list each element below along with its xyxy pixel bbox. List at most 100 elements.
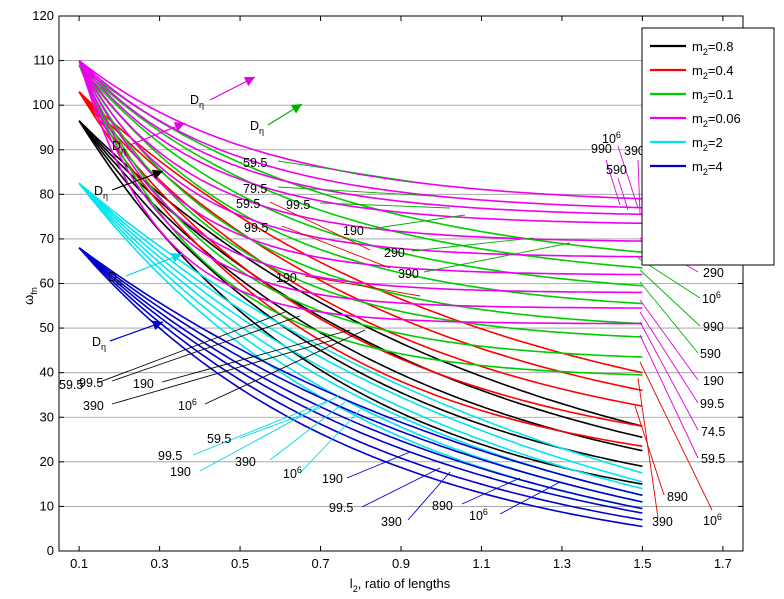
series-line-m2-4 bbox=[78, 247, 643, 528]
series-lines bbox=[78, 59, 643, 528]
annotation-green-595: 59.5 bbox=[243, 156, 267, 170]
annotation-leader bbox=[269, 401, 346, 461]
annotation-leader bbox=[319, 202, 451, 209]
annotation-cyan-390: 390 bbox=[235, 455, 256, 469]
annotation-cyan-595: 59.5 bbox=[207, 432, 231, 446]
annotation-magenta-590: 590 bbox=[606, 163, 627, 177]
annotation-red-595: 59.5 bbox=[236, 197, 260, 211]
annotation-leader bbox=[192, 399, 331, 456]
y-axis-title: ωfn bbox=[21, 287, 39, 305]
y-tick-label: 50 bbox=[40, 320, 54, 335]
annotation-leader bbox=[637, 159, 641, 215]
legend-label: m2=0.06 bbox=[692, 111, 741, 129]
annotation-leader bbox=[639, 281, 699, 354]
legend: m2=0.8 m2=0.4 m2=0.1 m2=0.06 m2=2 m2=4 bbox=[641, 27, 775, 266]
series-line-m2-2 bbox=[78, 182, 643, 483]
annotation-leader bbox=[617, 145, 639, 209]
annotation-leader bbox=[411, 237, 534, 252]
y-tick-label: 20 bbox=[40, 454, 54, 469]
y-tick-label: 40 bbox=[40, 365, 54, 380]
d-eta-black-label: Dη bbox=[94, 184, 108, 201]
d-eta-cyan-label: Dη bbox=[108, 270, 122, 287]
annotation-cyan-1e6: 106 bbox=[283, 465, 302, 481]
annotation-leader bbox=[204, 329, 366, 405]
annotation-black-190: 190 bbox=[133, 377, 154, 391]
d-eta-magenta-label: Dη bbox=[190, 93, 204, 110]
annotation-leader bbox=[361, 467, 441, 508]
annotation-leader bbox=[639, 334, 699, 459]
annotation-leader bbox=[639, 321, 699, 431]
annotation-blue-190: 190 bbox=[322, 472, 343, 486]
annotation-black-1e6: 106 bbox=[178, 397, 197, 413]
annotation-leader bbox=[111, 339, 334, 405]
annotation-leader bbox=[269, 201, 371, 251]
annotation-leader bbox=[639, 299, 699, 381]
legend-label: m2=0.8 bbox=[692, 39, 734, 57]
x-tick-label: 0.1 bbox=[70, 556, 88, 571]
series-line-m2-0.4 bbox=[78, 91, 643, 407]
annotation-magenta-190: 190 bbox=[703, 374, 724, 388]
arrow-head bbox=[173, 122, 185, 132]
annotation-blue-890: 890 bbox=[432, 499, 453, 513]
y-tick-label: 100 bbox=[32, 97, 54, 112]
y-tick-label: 70 bbox=[40, 231, 54, 246]
series-line-m2-0.06 bbox=[78, 60, 643, 258]
series-line-m2-0.06 bbox=[78, 60, 643, 325]
x-tick-label: 1.7 bbox=[714, 556, 732, 571]
x-tick-label: 0.7 bbox=[311, 556, 329, 571]
annotation-leader bbox=[96, 311, 286, 384]
annotation-green-995: 99.5 bbox=[286, 198, 310, 212]
legend-label: m2=4 bbox=[692, 159, 723, 177]
annotation-black-595: 59.5 bbox=[59, 378, 83, 392]
annotation-leader bbox=[199, 394, 341, 472]
annotation-magenta-290: 290 bbox=[703, 266, 724, 280]
series-line-m2-0.06 bbox=[78, 60, 643, 294]
annotation-leader bbox=[281, 225, 391, 269]
series-line-m2-0.06 bbox=[78, 60, 643, 309]
series-line-m2-0.4 bbox=[78, 91, 643, 427]
annotation-green-990: 990 bbox=[703, 320, 724, 334]
annotation-magenta-1e6: 106 bbox=[602, 130, 621, 146]
annotation-leader bbox=[605, 159, 621, 206]
series-line-m2-0.06 bbox=[78, 60, 643, 225]
annotation-leader bbox=[637, 377, 659, 519]
annotation-green-590: 590 bbox=[700, 347, 721, 361]
annotation-leader bbox=[617, 177, 629, 211]
annotation-leader bbox=[304, 275, 421, 297]
arrow-head bbox=[290, 104, 302, 114]
annotations: 59.5 99.5 190 390 106 59.5 99.5 190 890 … bbox=[59, 130, 725, 529]
arrow-head bbox=[243, 77, 255, 87]
annotation-leader bbox=[499, 481, 561, 515]
d-eta-labels: Dη Dη Dη Dη Dη Dη bbox=[92, 93, 264, 352]
annotation-leader bbox=[407, 471, 451, 521]
arrow-head bbox=[151, 169, 163, 180]
arrows bbox=[109, 76, 303, 342]
annotation-leader bbox=[277, 160, 416, 183]
x-axis-title: l2, ratio of lengths bbox=[350, 576, 451, 594]
grid-lines bbox=[59, 60, 743, 507]
annotation-red-190: 190 bbox=[276, 271, 297, 285]
annotation-leader bbox=[277, 186, 434, 197]
annotation-magenta-390: 390 bbox=[624, 144, 645, 158]
y-tick-label: 30 bbox=[40, 409, 54, 424]
annotation-green-390: 390 bbox=[398, 267, 419, 281]
annotation-leader bbox=[346, 451, 411, 479]
annotation-magenta-745: 74.5 bbox=[701, 425, 725, 439]
annotation-green-795: 79.5 bbox=[243, 182, 267, 196]
x-tick-label: 0.9 bbox=[392, 556, 410, 571]
annotation-blue-390: 390 bbox=[381, 515, 402, 529]
annotation-magenta-595: 59.5 bbox=[701, 452, 725, 466]
annotation-red-995: 99.5 bbox=[244, 221, 268, 235]
annotation-leader bbox=[369, 214, 466, 230]
y-tick-label: 10 bbox=[40, 498, 54, 513]
y-tick-label: 60 bbox=[40, 276, 54, 291]
x-tick-label: 1.5 bbox=[633, 556, 651, 571]
series-line-m2-4 bbox=[78, 247, 643, 497]
series-line-m2-0.1 bbox=[78, 64, 643, 305]
annotation-cyan-995: 99.5 bbox=[158, 449, 182, 463]
annotation-magenta-990: 990 bbox=[591, 142, 612, 156]
series-line-m2-0.1 bbox=[78, 64, 643, 358]
series-line-m2-4 bbox=[78, 247, 643, 510]
x-tick-label: 1.1 bbox=[472, 556, 490, 571]
